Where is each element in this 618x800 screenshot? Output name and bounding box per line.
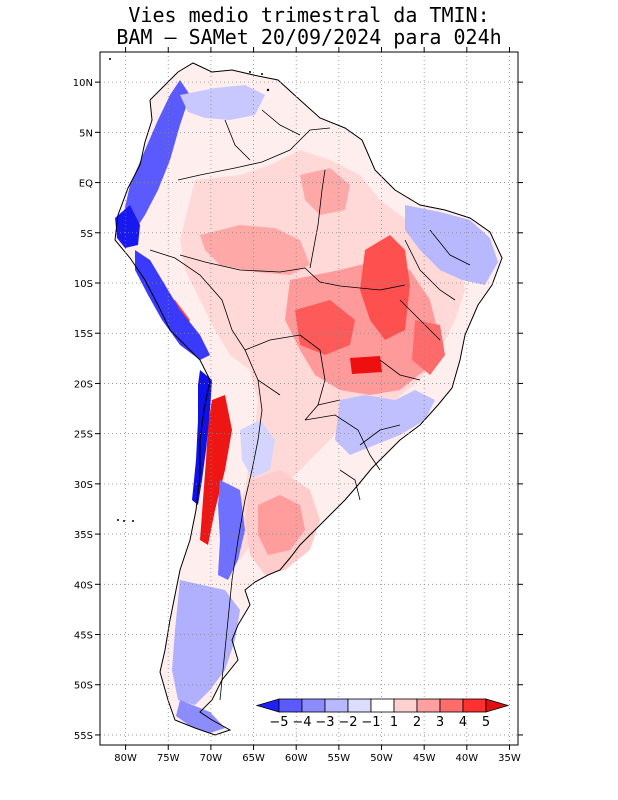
colorbar: −5 −4 −3 −2 −1 1 2 3 4 5 [255, 698, 510, 730]
anomaly-light-blue-southeast [335, 390, 435, 455]
anomaly-red-goias [350, 356, 382, 374]
anomaly-blue-tierra [176, 700, 225, 733]
colorbar-label: −4 [292, 715, 311, 730]
country-borders [149, 109, 471, 701]
lon-tick-label: 40W [456, 753, 479, 764]
lat-tick-label: 50S [74, 681, 93, 692]
colorbar-label: 1 [390, 715, 398, 730]
colorbar-segment [462, 698, 487, 713]
lon-tick-label: 35W [498, 753, 521, 764]
colorbar-label: −5 [269, 715, 288, 730]
lat-tick-label: 15S [74, 329, 93, 340]
colorbar-arrow-low [255, 698, 280, 713]
anomaly-red-mato-grosso [295, 300, 355, 355]
colorbar-label: 2 [413, 715, 421, 730]
anomaly-strong-blue-chile [192, 370, 212, 505]
lat-tick-label: 10S [74, 279, 93, 290]
grid [100, 52, 518, 745]
colorbar-segment [393, 698, 418, 713]
anomaly-red-andes [200, 395, 232, 545]
colorbar-segment [416, 698, 441, 713]
lat-tick-label: 20S [74, 379, 93, 390]
anomaly-light-red-argentina [258, 495, 305, 555]
lat-tick-label: 5S [80, 229, 93, 240]
anomaly-light-red-north [200, 225, 310, 275]
anomaly-blue-patagonia [218, 480, 245, 580]
lon-tick-label: 55W [328, 753, 351, 764]
colorbar-label: 3 [436, 715, 444, 730]
lat-tick-label: 25S [74, 430, 93, 441]
colorbar-arrow-high [485, 698, 510, 713]
anomaly-blue-peru-andes [135, 250, 210, 360]
anomaly-strong-blue-ecuador [115, 205, 140, 248]
anomaly-light-blue-patagonia [172, 580, 240, 705]
lat-tick-label: 10N [73, 78, 93, 89]
lon-tick-label: 75W [157, 753, 180, 764]
anomaly-light-blue-guiana [180, 85, 265, 120]
anomaly-light-red-east [300, 168, 350, 215]
lat-tick-label: 40S [74, 580, 93, 591]
lon-tick-label: 65W [242, 753, 265, 764]
map-title-line-2: BAM – SAMet 20/09/2024 para 024h [116, 25, 502, 49]
map-title-line-1: Vies medio trimestral da TMIN: [128, 3, 490, 27]
map-frame [99, 51, 519, 746]
colorbar-segment [301, 698, 326, 713]
coastline [114, 62, 503, 736]
lon-tick-label: 60W [285, 753, 308, 764]
colorbar-label: −3 [315, 715, 334, 730]
map-area [100, 52, 518, 745]
lat-tick-label: EQ [79, 179, 93, 190]
lon-tick-label: 50W [370, 753, 393, 764]
anomaly-blue-colombia [120, 80, 190, 235]
colorbar-segment [347, 698, 372, 713]
anomaly-red-tocantins [360, 235, 410, 340]
lat-tick-label: 45S [74, 631, 93, 642]
lat-tick-label: 30S [74, 480, 93, 491]
colorbar-label: 4 [459, 715, 467, 730]
lon-tick-label: 45W [413, 753, 436, 764]
colorbar-label: −1 [361, 715, 380, 730]
anomaly-light-blue-northeast [405, 205, 498, 285]
lat-tick-label: 5N [79, 128, 93, 139]
colorbar-label: −2 [338, 715, 357, 730]
lat-tick-label: 35S [74, 530, 93, 541]
lon-tick-label: 70W [200, 753, 223, 764]
anomaly-pale-blue-argentina [240, 420, 275, 478]
lat-tick-label: 55S [74, 731, 93, 742]
colorbar-segment [370, 698, 395, 713]
colorbar-segment [439, 698, 464, 713]
colorbar-segment [278, 698, 303, 713]
axis-ticks: 80W 75W 70W 65W 60W 55W 50W 45W 40W 35W 10N 5N EQ 5S 1… [73, 47, 523, 764]
colorbar-segment [324, 698, 349, 713]
islands [109, 58, 270, 522]
colorbar-label: 5 [482, 715, 490, 730]
lon-tick-label: 80W [114, 753, 137, 764]
anomaly-red-bahia [412, 320, 445, 375]
